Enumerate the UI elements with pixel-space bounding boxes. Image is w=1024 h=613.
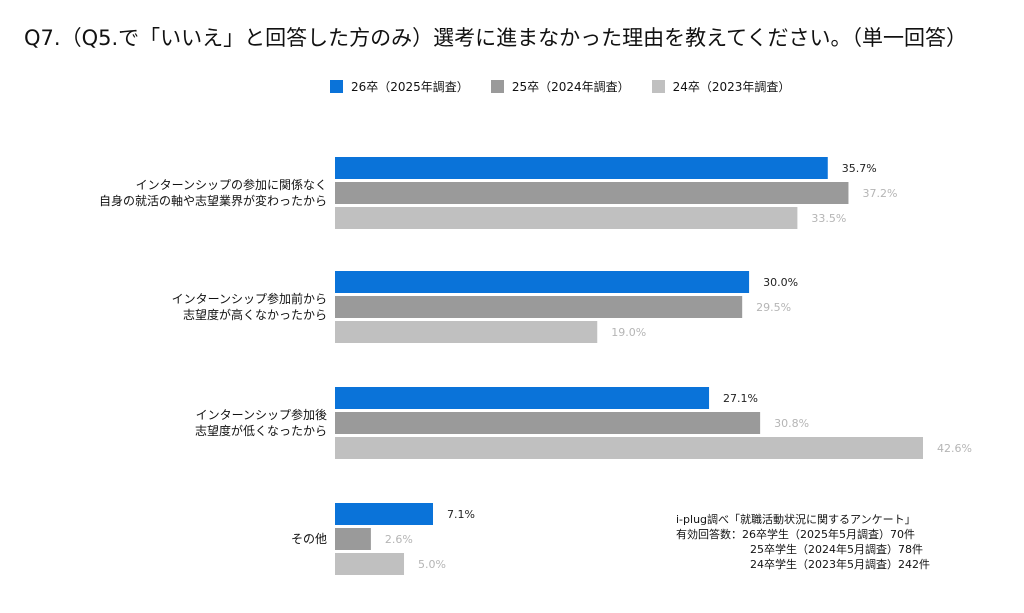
legend-item-25: 25卒（2024年調査） xyxy=(490,78,630,95)
data-label: 29.5% xyxy=(756,301,791,314)
data-label: 42.6% xyxy=(937,442,972,455)
category-label: インターンシップの参加に関係なく xyxy=(136,177,327,192)
bar xyxy=(335,157,828,179)
respondents-line-25: 25卒学生（2024年5月調査）78件 xyxy=(750,543,923,556)
bar xyxy=(335,207,798,229)
category-label: インターンシップ参加前から xyxy=(172,291,327,306)
data-label: 30.8% xyxy=(774,417,809,430)
legend-item-26: 26卒（2025年調査） xyxy=(330,78,469,95)
bar xyxy=(335,271,750,293)
bar xyxy=(335,503,433,525)
bar xyxy=(335,321,598,343)
bar xyxy=(335,182,849,204)
category-label: 自身の就活の軸や志望業界が変わったから xyxy=(99,193,327,208)
legend-swatch-26 xyxy=(330,80,343,93)
bar xyxy=(335,412,761,434)
category-label: インターンシップ参加後 xyxy=(196,407,327,422)
category-label: 志望度が高くなかったから xyxy=(183,307,327,322)
legend: 26卒（2025年調査） 25卒（2024年調査） 24卒（2023年調査） xyxy=(330,78,790,95)
category-label: その他 xyxy=(291,532,327,546)
respondents-line-26: 有効回答数：26卒学生（2025年5月調査）70件 xyxy=(676,528,915,541)
legend-swatch-25 xyxy=(490,80,504,93)
data-label: 35.7% xyxy=(842,162,877,175)
data-label: 27.1% xyxy=(723,392,758,405)
category-label: 志望度が低くなったから xyxy=(195,423,327,438)
legend-label-26: 26卒（2025年調査） xyxy=(351,80,469,94)
respondents-line-24: 24卒学生（2023年5月調査）242件 xyxy=(750,558,930,571)
data-label: 30.0% xyxy=(763,276,798,289)
data-label: 2.6% xyxy=(385,533,413,546)
source-note: i-plug調べ「就職活動状況に関するアンケート」 有効回答数：26卒学生（20… xyxy=(676,512,930,572)
data-label: 19.0% xyxy=(611,326,646,339)
bar xyxy=(335,437,923,459)
legend-label-24: 24卒（2023年調査） xyxy=(672,80,791,94)
bar xyxy=(335,296,743,318)
legend-label-25: 25卒（2024年調査） xyxy=(511,80,630,94)
data-label: 7.1% xyxy=(447,508,475,521)
legend-item-24: 24卒（2023年調査） xyxy=(651,78,791,95)
chart-title: Q7.（Q5.で「いいえ」と回答した方のみ）選考に進まなかった理由を教えてくださ… xyxy=(24,26,967,50)
bar xyxy=(335,553,405,575)
data-label: 37.2% xyxy=(862,187,897,200)
bar xyxy=(335,387,710,409)
data-label: 33.5% xyxy=(811,212,846,225)
bar xyxy=(335,528,371,550)
data-label: 5.0% xyxy=(418,558,446,571)
legend-swatch-24 xyxy=(651,80,665,93)
source-line: i-plug調べ「就職活動状況に関するアンケート」 xyxy=(676,513,916,526)
